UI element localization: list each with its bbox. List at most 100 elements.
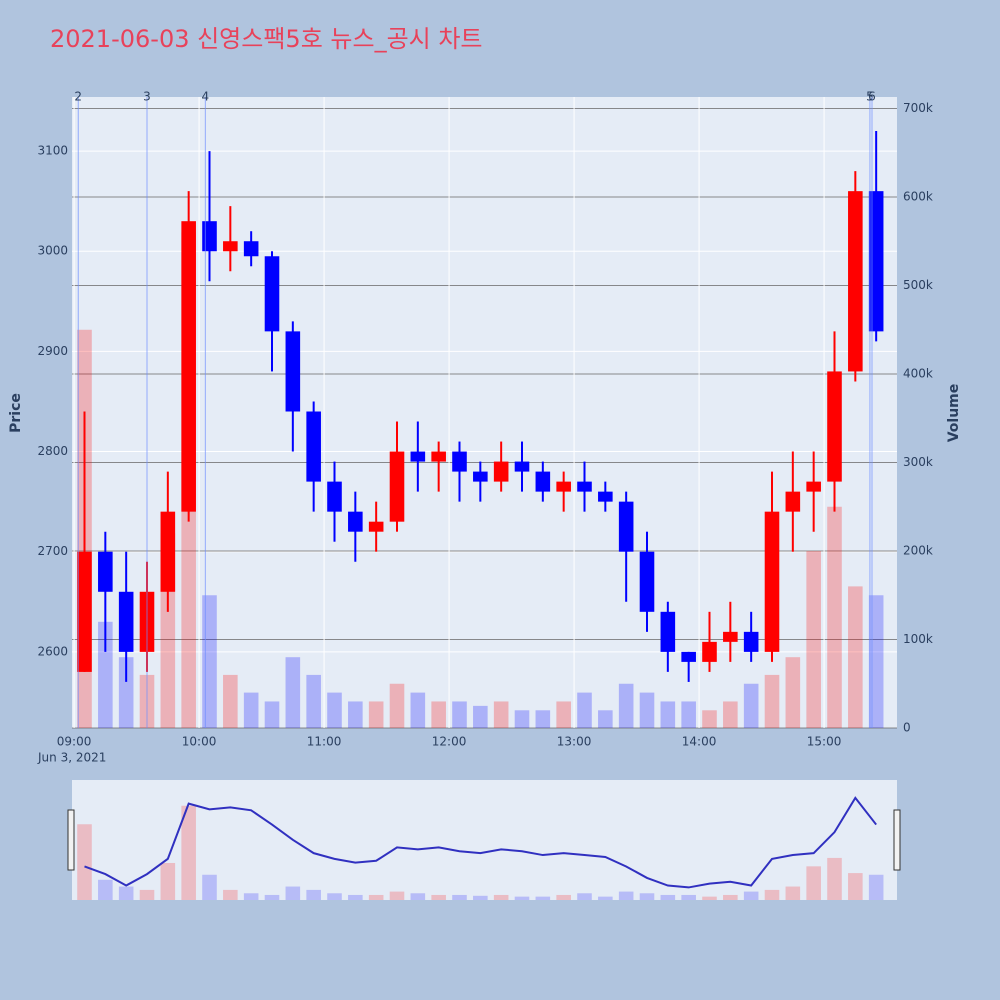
slider-handle[interactable]: [893, 809, 901, 871]
candle-body: [306, 411, 321, 482]
volume-bar: [368, 701, 384, 728]
candle-body: [243, 241, 259, 257]
volume-bar: [285, 657, 301, 728]
slider-volume-bar: [556, 894, 571, 900]
slider-volume-bar: [348, 894, 363, 900]
volume-bar: [493, 701, 509, 728]
y-tick-label: 2700: [37, 544, 68, 558]
y2-tick-label: 700k: [903, 101, 933, 115]
candle-body: [577, 481, 592, 492]
candle-body: [223, 241, 238, 252]
y2-tick-label: 500k: [903, 278, 933, 292]
volume-bar: [764, 674, 780, 728]
candle-body: [118, 591, 134, 652]
slider-volume-bar: [306, 889, 321, 900]
volume-bar: [723, 701, 738, 728]
volume-bar: [660, 701, 676, 728]
event-label: 6: [868, 90, 876, 104]
volume-bar: [431, 701, 446, 728]
volume-bar: [702, 710, 717, 728]
volume-bar: [556, 701, 571, 728]
slider-price-line: [84, 796, 877, 889]
candle-body: [639, 551, 655, 612]
volume-bar: [306, 674, 321, 728]
y2-tick-label: 0: [903, 721, 911, 735]
slider-volume-bar: [785, 886, 801, 900]
volume-bar: [618, 683, 634, 728]
slider-volume-bar: [98, 879, 113, 900]
event-label: 4: [202, 90, 210, 104]
slider-volume-bar: [243, 893, 259, 900]
x-tick-label: 13:00: [557, 735, 592, 749]
slider-volume-bar: [743, 891, 759, 900]
candle-body: [452, 451, 467, 472]
slider-volume-bar: [368, 894, 384, 900]
volume-bar: [452, 701, 467, 728]
volume-bar: [264, 701, 280, 728]
slider-volume-bar: [660, 894, 676, 900]
y2-tick-label: 400k: [903, 367, 933, 381]
x-tick-label: 15:00: [807, 735, 842, 749]
candle-body: [764, 511, 780, 652]
slider-volume-bar: [535, 896, 551, 900]
x-tick-label: 14:00: [682, 735, 717, 749]
candle-body: [493, 461, 509, 482]
candle-body: [514, 461, 530, 472]
y-tick-label: 2600: [37, 644, 68, 658]
slider-volume-bar: [827, 857, 842, 900]
chart-title: 2021-06-03 신영스팩5호 뉴스_공시 차트: [50, 25, 483, 53]
candle-body: [618, 501, 634, 552]
slider-volume-bar: [764, 889, 780, 900]
volume-bar: [514, 710, 530, 728]
candle-body: [743, 631, 759, 652]
slider-volume-bar: [618, 891, 634, 900]
candle-body: [181, 221, 196, 512]
candle-body: [202, 221, 217, 252]
candle-body: [806, 481, 821, 492]
volume-bar: [223, 674, 238, 728]
x-tick-label: 09:00: [57, 735, 92, 749]
volume-bar: [535, 710, 551, 728]
slider-volume-bar: [473, 895, 488, 900]
volume-bar: [848, 586, 863, 728]
slider-volume-bar: [723, 894, 738, 900]
candle-body: [327, 481, 342, 512]
volume-bar: [348, 701, 363, 728]
slider-volume-bar: [598, 896, 613, 900]
y-tick-label: 3100: [37, 144, 68, 158]
candle-body: [702, 641, 717, 662]
slider-volume-bar: [118, 886, 134, 900]
slider-volume-bar: [452, 894, 467, 900]
volume-bar: [577, 692, 592, 728]
volume-bar: [639, 692, 655, 728]
slider-volume-bar: [431, 894, 446, 900]
slider-volume-bar: [514, 896, 530, 900]
candle-body: [660, 611, 676, 652]
candle-body: [785, 491, 801, 512]
volume-bar: [327, 692, 342, 728]
volume-bar: [202, 595, 217, 728]
volume-bar: [473, 705, 488, 728]
volume-bar: [98, 621, 113, 728]
slider-handle[interactable]: [67, 809, 75, 871]
candle-body: [723, 631, 738, 642]
slider-volume-bar: [327, 893, 342, 900]
y-tick-label: 3000: [37, 244, 68, 258]
volume-bar: [243, 692, 259, 728]
slider-volume-bar: [202, 874, 217, 900]
candle-body: [848, 191, 863, 372]
volume-bar: [806, 551, 821, 728]
candle-body: [77, 551, 92, 672]
slider-volume-bar: [389, 891, 405, 900]
candle-body: [556, 481, 571, 492]
candle-body: [473, 471, 488, 482]
volume-bar: [743, 683, 759, 728]
event-label: 3: [143, 90, 151, 104]
candle-body: [368, 521, 384, 532]
candle-body: [868, 191, 884, 332]
range-slider[interactable]: [72, 780, 897, 900]
x-tick-label: 10:00: [182, 735, 217, 749]
candle-body: [410, 451, 426, 462]
candle-body: [348, 511, 363, 532]
